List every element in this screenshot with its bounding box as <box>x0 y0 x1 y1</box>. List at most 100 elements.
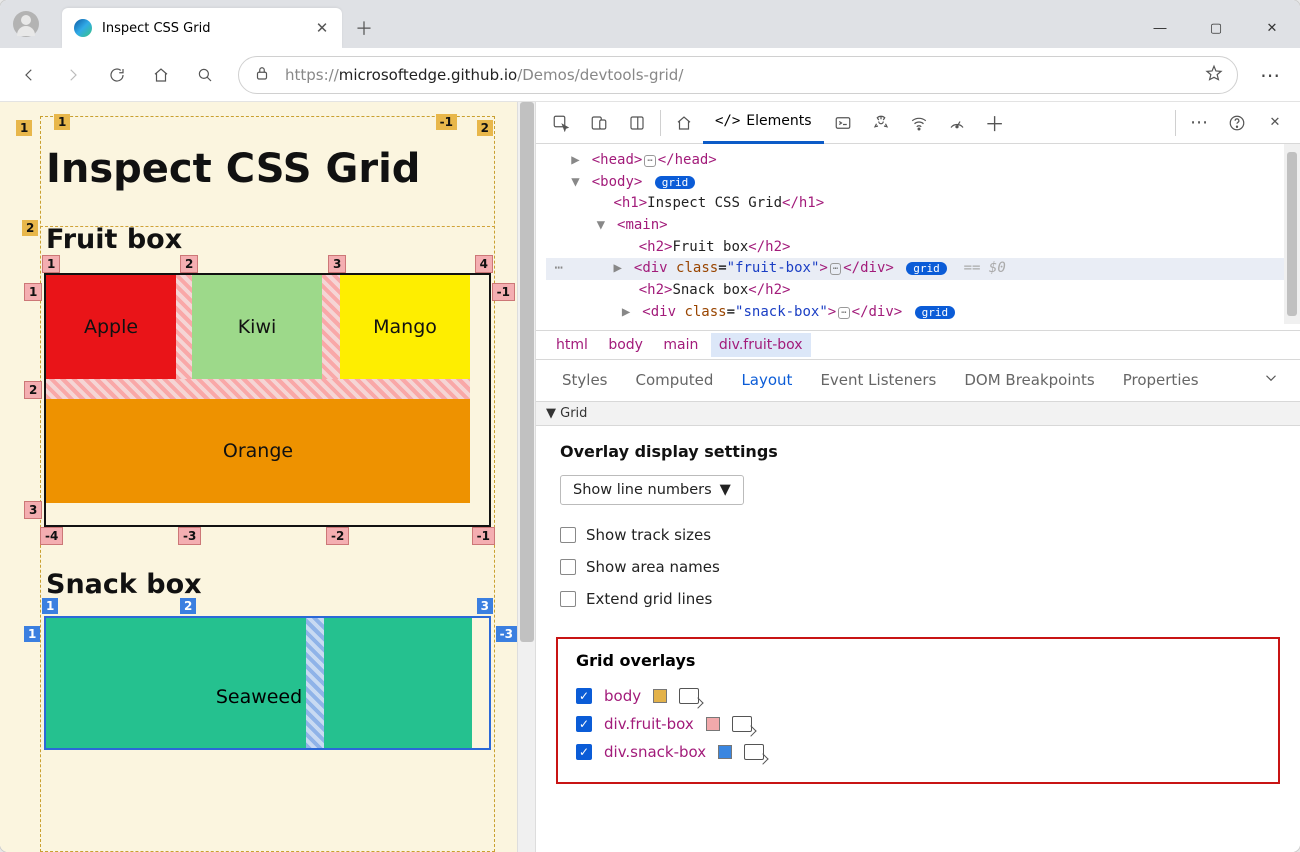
grid-pill[interactable]: grid <box>655 176 696 189</box>
fruit-kiwi: Kiwi <box>192 275 322 379</box>
check-extend-lines-label: Extend grid lines <box>586 590 712 608</box>
titlebar: Inspect CSS Grid ✕ ＋ ― ▢ ✕ <box>0 0 1300 48</box>
fruit-orange: Orange <box>46 399 470 503</box>
refresh-button[interactable] <box>96 54 138 96</box>
new-tab-button[interactable]: ＋ <box>348 12 380 44</box>
crumb-fruit-box[interactable]: div.fruit-box <box>711 333 811 357</box>
reveal-element-button[interactable] <box>732 716 752 732</box>
dock-button[interactable] <box>618 104 656 142</box>
snack-seaweed: Seaweed <box>46 618 472 748</box>
tab-title: Inspect CSS Grid <box>102 21 314 36</box>
reveal-element-button[interactable] <box>679 688 699 704</box>
snack-heading: Snack box <box>46 569 489 600</box>
more-tabs-button[interactable]: ＋ <box>976 104 1014 142</box>
crumb-html[interactable]: html <box>548 333 596 357</box>
forward-button[interactable] <box>52 54 94 96</box>
page-scrollbar[interactable] <box>517 102 535 852</box>
subtab-layout[interactable]: Layout <box>727 359 806 401</box>
overlay-check-fruit[interactable]: ✓ <box>576 716 592 732</box>
elements-tab-label: Elements <box>746 113 811 129</box>
overlay-swatch[interactable] <box>706 717 720 731</box>
overlay-label[interactable]: div.fruit-box <box>604 715 694 733</box>
tab-close-button[interactable]: ✕ <box>314 20 330 36</box>
dom-scrollbar[interactable] <box>1284 144 1300 324</box>
crumb-main[interactable]: main <box>655 333 706 357</box>
subtab-dom-breakpoints[interactable]: DOM Breakpoints <box>950 359 1108 401</box>
window-controls: ― ▢ ✕ <box>1132 8 1300 48</box>
overlay-label[interactable]: body <box>604 687 641 705</box>
body-col-badge: 1 <box>16 120 32 136</box>
inspect-element-button[interactable] <box>542 104 580 142</box>
sources-tab-icon[interactable] <box>862 104 900 142</box>
subtab-properties[interactable]: Properties <box>1109 359 1213 401</box>
browser-tab[interactable]: Inspect CSS Grid ✕ <box>62 8 342 48</box>
welcome-tab[interactable] <box>665 104 703 142</box>
address-bar[interactable]: https://microsoftedge.github.io/Demos/de… <box>238 56 1238 94</box>
console-tab-icon[interactable] <box>824 104 862 142</box>
network-tab-icon[interactable] <box>900 104 938 142</box>
grid-gap <box>322 275 340 379</box>
overlay-label[interactable]: div.snack-box <box>604 743 706 761</box>
url-protocol: https:// <box>285 66 339 84</box>
grid-overlays-section: Grid overlays ✓ body ✓ div.fruit-box ✓ d… <box>556 637 1280 784</box>
maximize-button[interactable]: ▢ <box>1188 8 1244 48</box>
performance-tab-icon[interactable] <box>938 104 976 142</box>
device-toggle-button[interactable] <box>580 104 618 142</box>
row-badge: 1 <box>24 283 42 301</box>
grid-overlays-heading: Grid overlays <box>576 651 1260 670</box>
grid-gap <box>306 618 324 748</box>
grid-gap <box>176 275 192 379</box>
grid-pill[interactable]: grid <box>915 306 956 319</box>
overlay-check-snack[interactable]: ✓ <box>576 744 592 760</box>
row-badge: 2 <box>24 381 42 399</box>
body-row-badge: 1 <box>54 114 70 130</box>
close-window-button[interactable]: ✕ <box>1244 8 1300 48</box>
snack-grid: Seaweed 1 2 3 1 -3 <box>46 618 489 748</box>
grid-pill[interactable]: grid <box>906 262 947 275</box>
col-badge: 2 <box>180 598 196 614</box>
overlay-swatch[interactable] <box>718 745 732 759</box>
col-neg-badge: -1 <box>472 527 495 545</box>
overlay-swatch[interactable] <box>653 689 667 703</box>
col-neg-badge: -2 <box>326 527 349 545</box>
profile-button[interactable] <box>0 0 52 48</box>
devtools-close-button[interactable]: ✕ <box>1256 104 1294 142</box>
crumb-body[interactable]: body <box>600 333 651 357</box>
url-host: microsoftedge.github.io <box>339 66 517 84</box>
body-col-badge-2: 2 <box>477 120 493 136</box>
devtools-settings-button[interactable]: ⋯ <box>1180 104 1218 142</box>
back-button[interactable] <box>8 54 50 96</box>
search-button[interactable] <box>184 54 226 96</box>
favorite-button[interactable] <box>1205 64 1223 86</box>
devtools-help-button[interactable] <box>1218 104 1256 142</box>
elements-tab[interactable]: </>Elements <box>703 102 824 144</box>
page-title: Inspect CSS Grid <box>46 146 489 192</box>
row-badge: 1 <box>24 626 40 642</box>
edge-favicon-icon <box>74 19 92 37</box>
subtab-styles[interactable]: Styles <box>548 359 622 401</box>
check-area-names[interactable] <box>560 559 576 575</box>
subtab-event-listeners[interactable]: Event Listeners <box>806 359 950 401</box>
menu-button[interactable]: ⋯ <box>1250 54 1292 96</box>
check-track-sizes[interactable] <box>560 527 576 543</box>
subtab-computed[interactable]: Computed <box>622 359 728 401</box>
reveal-element-button[interactable] <box>744 744 764 760</box>
home-button[interactable] <box>140 54 182 96</box>
subtabs-expand-icon[interactable] <box>1254 369 1288 391</box>
grid-section-header[interactable]: ▼ Grid <box>536 402 1300 426</box>
line-numbers-select[interactable]: Show line numbers ▼ <box>560 475 744 505</box>
col-neg-badge: -3 <box>178 527 201 545</box>
col-neg-badge: -4 <box>40 527 63 545</box>
dom-tree[interactable]: ▶ <head>⋯</head> ▼ <body> grid <h1>Inspe… <box>536 144 1300 330</box>
overlay-row: ✓ div.fruit-box <box>576 710 1260 738</box>
col-badge: 2 <box>180 255 198 273</box>
overlay-check-body[interactable]: ✓ <box>576 688 592 704</box>
fruit-heading: Fruit box <box>46 224 489 255</box>
overlay-settings-heading: Overlay display settings <box>560 442 1276 461</box>
row-badge: -3 <box>496 626 517 642</box>
check-extend-lines[interactable] <box>560 591 576 607</box>
body-col-neg-badge: -1 <box>436 114 457 130</box>
rendered-page: 1 1 -1 2 2 Inspect CSS Grid Fruit box Ap… <box>0 102 536 852</box>
minimize-button[interactable]: ― <box>1132 8 1188 48</box>
fruit-grid: Apple Kiwi Mango Orange 1 2 3 4 1 2 3 -1… <box>46 275 489 525</box>
